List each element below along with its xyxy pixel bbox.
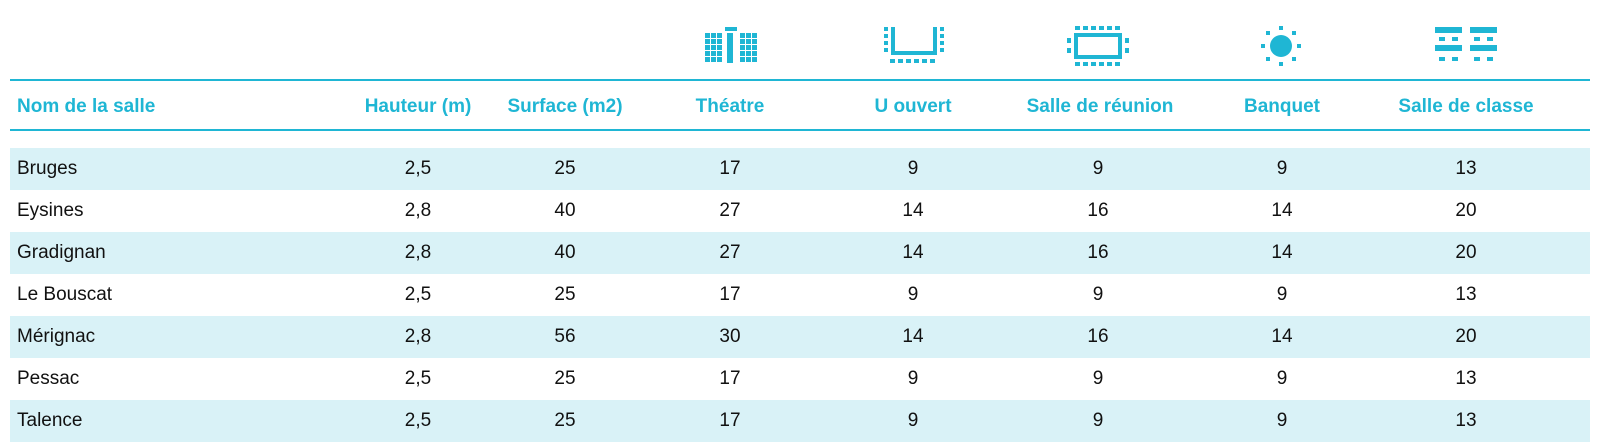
cell-boardroom: 9	[1092, 284, 1104, 305]
cell-surface: 25	[554, 158, 576, 179]
table-row: Bruges 2,5 25 17 9 9 9 13	[10, 148, 1590, 190]
cell-banquet: 9	[1276, 410, 1288, 431]
cell-room-name: Pessac	[17, 368, 80, 389]
column-header-classroom: Salle de classe	[1398, 96, 1534, 117]
cell-height: 2,8	[404, 326, 432, 347]
cell-height: 2,5	[404, 410, 432, 431]
cell-classroom: 13	[1455, 284, 1477, 305]
room-capacity-table: Nom de la salle Hauteur (m) Surface (m2)…	[10, 0, 1590, 442]
cell-u-shape: 9	[907, 368, 919, 389]
cell-surface: 56	[554, 326, 576, 347]
cell-surface: 25	[554, 410, 576, 431]
cell-u-shape: 9	[907, 284, 919, 305]
cell-room-name: Bruges	[17, 158, 78, 179]
cell-room-name: Gradignan	[17, 242, 106, 263]
cell-height: 2,5	[404, 368, 432, 389]
cell-banquet: 14	[1271, 242, 1293, 263]
cell-theatre: 17	[719, 284, 741, 305]
cell-classroom: 20	[1455, 242, 1477, 263]
table-row: Eysines 2,8 40 27 14 16 14 20	[10, 190, 1590, 232]
cell-theatre: 27	[719, 242, 741, 263]
cell-theatre: 17	[719, 368, 741, 389]
cell-boardroom: 9	[1092, 410, 1104, 431]
cell-u-shape: 9	[907, 410, 919, 431]
cell-height: 2,8	[404, 242, 432, 263]
cell-room-name: Mérignac	[17, 326, 96, 347]
table-row: Pessac 2,5 25 17 9 9 9 13	[10, 358, 1590, 400]
cell-room-name: Le Bouscat	[17, 284, 113, 305]
cell-u-shape: 14	[902, 326, 924, 347]
cell-boardroom: 9	[1092, 368, 1104, 389]
column-header-theatre: Théatre	[695, 96, 765, 117]
cell-classroom: 20	[1455, 200, 1477, 221]
cell-classroom: 13	[1455, 368, 1477, 389]
column-header-height: Hauteur (m)	[364, 96, 472, 117]
cell-boardroom: 9	[1092, 158, 1104, 179]
table-header-row: Nom de la salle Hauteur (m) Surface (m2)…	[10, 81, 1590, 129]
cell-height: 2,5	[404, 284, 432, 305]
column-header-room-name: Nom de la salle	[17, 96, 156, 117]
cell-height: 2,8	[404, 200, 432, 221]
cell-surface: 40	[554, 200, 576, 221]
cell-height: 2,5	[404, 158, 432, 179]
table-row: Gradignan 2,8 40 27 14 16 14 20	[10, 232, 1590, 274]
cell-theatre: 27	[719, 200, 741, 221]
cell-surface: 25	[554, 284, 576, 305]
table-row: Talence 2,5 25 17 9 9 9 13	[10, 400, 1590, 442]
cell-surface: 25	[554, 368, 576, 389]
table-row: Mérignac 2,8 56 30 14 16 14 20	[10, 316, 1590, 358]
layout-icons-row	[10, 0, 1590, 79]
cell-surface: 40	[554, 242, 576, 263]
column-header-banquet: Banquet	[1244, 96, 1320, 117]
cell-boardroom: 16	[1087, 242, 1109, 263]
cell-banquet: 14	[1271, 200, 1293, 221]
cell-banquet: 14	[1271, 326, 1293, 347]
cell-theatre: 17	[719, 410, 741, 431]
cell-banquet: 9	[1276, 284, 1288, 305]
header-top-rule	[10, 79, 1590, 81]
cell-room-name: Eysines	[17, 200, 84, 221]
cell-theatre: 30	[719, 326, 741, 347]
cell-classroom: 13	[1455, 158, 1477, 179]
cell-classroom: 20	[1455, 326, 1477, 347]
cell-theatre: 17	[719, 158, 741, 179]
classroom-seating-icon	[1431, 22, 1501, 70]
column-header-u-shape: U ouvert	[874, 96, 952, 117]
cell-banquet: 9	[1276, 368, 1288, 389]
banquet-seating-icon	[1246, 22, 1316, 70]
cell-boardroom: 16	[1087, 200, 1109, 221]
theatre-seating-icon	[696, 22, 766, 70]
cell-banquet: 9	[1276, 158, 1288, 179]
u-shape-seating-icon	[879, 22, 949, 70]
table-body: Bruges 2,5 25 17 9 9 9 13 Eysines 2,8 40 27 14 16 14 20…	[10, 148, 1590, 442]
table-row: Le Bouscat 2,5 25 17 9 9 9 13	[10, 274, 1590, 316]
boardroom-seating-icon	[1063, 22, 1133, 70]
cell-u-shape: 14	[902, 200, 924, 221]
cell-room-name: Talence	[17, 410, 83, 431]
cell-u-shape: 9	[907, 158, 919, 179]
column-header-surface: Surface (m2)	[507, 96, 623, 117]
cell-boardroom: 16	[1087, 326, 1109, 347]
column-header-boardroom: Salle de réunion	[1026, 96, 1174, 117]
cell-classroom: 13	[1455, 410, 1477, 431]
cell-u-shape: 14	[902, 242, 924, 263]
header-bottom-rule	[10, 129, 1590, 131]
